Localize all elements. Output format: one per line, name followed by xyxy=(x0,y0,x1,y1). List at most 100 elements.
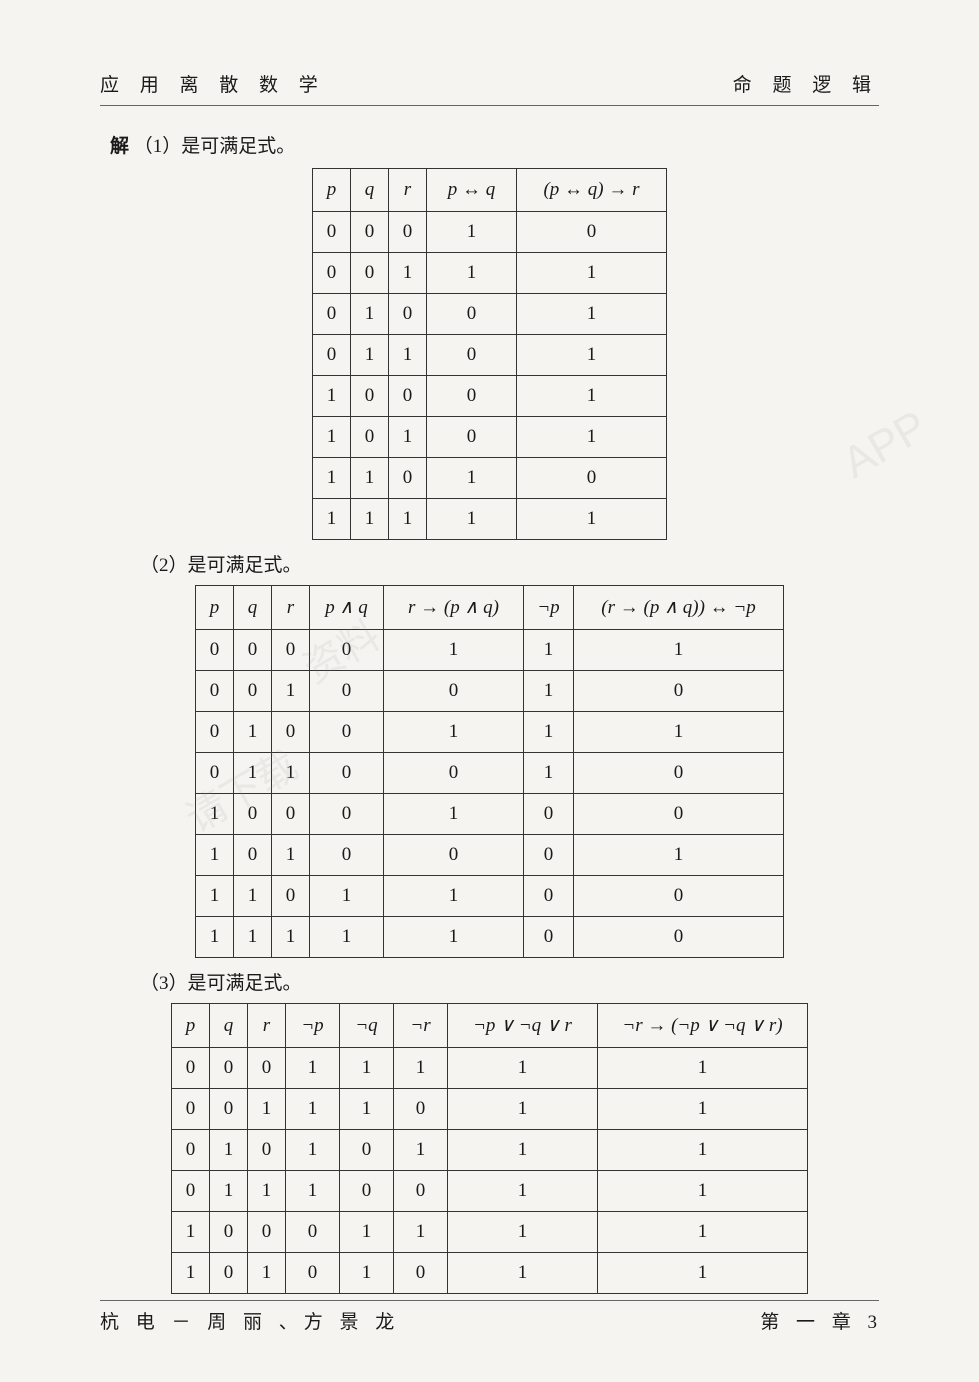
col-header: r → (p ∧ q) xyxy=(384,586,524,630)
cell: 1 xyxy=(524,753,574,794)
cell: 1 xyxy=(389,253,427,294)
table-row: 01010111 xyxy=(172,1130,808,1171)
cell: 1 xyxy=(286,1130,340,1171)
cell: 1 xyxy=(598,1130,808,1171)
col-header: ¬p ∨ ¬q ∨ r xyxy=(448,1004,598,1048)
cell: 1 xyxy=(427,253,517,294)
col-header: p xyxy=(196,586,234,630)
cell: 1 xyxy=(313,417,351,458)
cell: 1 xyxy=(210,1171,248,1212)
table-row: 10001111 xyxy=(172,1212,808,1253)
cell: 0 xyxy=(389,376,427,417)
cell: 0 xyxy=(524,835,574,876)
col-header: ¬r → (¬p ∨ ¬q ∨ r) xyxy=(598,1004,808,1048)
cell: 0 xyxy=(394,1171,448,1212)
cell: 0 xyxy=(172,1048,210,1089)
cell: 1 xyxy=(286,1089,340,1130)
cell: 1 xyxy=(517,499,667,540)
header-right: 命 题 逻 辑 xyxy=(733,70,879,97)
cell: 1 xyxy=(340,1212,394,1253)
cell: 1 xyxy=(286,1048,340,1089)
footer-right: 第 一 章 3 xyxy=(760,1307,879,1334)
watermark-app: APP xyxy=(834,401,935,488)
col-header: (p ↔ q) → r xyxy=(517,169,667,212)
cell: 1 xyxy=(517,376,667,417)
cell: 1 xyxy=(340,1089,394,1130)
cell: 0 xyxy=(427,335,517,376)
cell: 0 xyxy=(427,376,517,417)
cell: 1 xyxy=(196,794,234,835)
cell: 1 xyxy=(340,1253,394,1294)
cell: 1 xyxy=(351,294,389,335)
table-row: 00111011 xyxy=(172,1089,808,1130)
cell: 1 xyxy=(384,876,524,917)
table-row: 00011111 xyxy=(172,1048,808,1089)
table-row: 10001 xyxy=(313,376,667,417)
cell: 0 xyxy=(310,630,384,671)
cell: 0 xyxy=(272,630,310,671)
cell: 1 xyxy=(427,458,517,499)
table-header-row: p q r ¬p ¬q ¬r ¬p ∨ ¬q ∨ r ¬r → (¬p ∨ ¬q… xyxy=(172,1004,808,1048)
cell: 1 xyxy=(351,335,389,376)
cell: 0 xyxy=(524,917,574,958)
table-row: 11111 xyxy=(313,499,667,540)
cell: 1 xyxy=(598,1048,808,1089)
cell: 0 xyxy=(210,1212,248,1253)
cell: 1 xyxy=(448,1089,598,1130)
table-row: 01001 xyxy=(313,294,667,335)
col-header: r xyxy=(248,1004,286,1048)
col-header: (r → (p ∧ q)) ↔ ¬p xyxy=(574,586,784,630)
cell: 0 xyxy=(313,212,351,253)
truth-table-2: p q r p ∧ q r → (p ∧ q) ¬p (r → (p ∧ q))… xyxy=(195,585,784,958)
cell: 1 xyxy=(272,671,310,712)
cell: 0 xyxy=(310,835,384,876)
answer-label: 解 xyxy=(110,136,129,157)
cell: 0 xyxy=(574,876,784,917)
cell: 0 xyxy=(196,753,234,794)
cell: 1 xyxy=(448,1048,598,1089)
table-row: 0000111 xyxy=(196,630,784,671)
cell: 1 xyxy=(448,1171,598,1212)
cell: 0 xyxy=(286,1212,340,1253)
cell: 0 xyxy=(313,335,351,376)
table-row: 0110010 xyxy=(196,753,784,794)
cell: 1 xyxy=(196,835,234,876)
cell: 0 xyxy=(172,1171,210,1212)
cell: 0 xyxy=(389,212,427,253)
table-header-row: p q r p ∧ q r → (p ∧ q) ¬p (r → (p ∧ q))… xyxy=(196,586,784,630)
table-row: 10101011 xyxy=(172,1253,808,1294)
header-left: 应 用 离 散 数 学 xyxy=(100,70,326,97)
cell: 1 xyxy=(524,712,574,753)
cell: 0 xyxy=(234,671,272,712)
cell: 0 xyxy=(286,1253,340,1294)
cell: 0 xyxy=(384,835,524,876)
chapter-label: 第 一 章 xyxy=(760,1312,857,1333)
cell: 0 xyxy=(310,712,384,753)
col-header: p xyxy=(313,169,351,212)
col-header: ¬p xyxy=(524,586,574,630)
cell: 0 xyxy=(248,1130,286,1171)
page-header: 应 用 离 散 数 学 命 题 逻 辑 xyxy=(100,70,879,106)
cell: 0 xyxy=(340,1171,394,1212)
cell: 1 xyxy=(384,712,524,753)
cell: 1 xyxy=(351,458,389,499)
cell: 1 xyxy=(517,294,667,335)
table-row: 1000100 xyxy=(196,794,784,835)
cell: 0 xyxy=(351,212,389,253)
cell: 1 xyxy=(196,876,234,917)
cell: 0 xyxy=(394,1089,448,1130)
cell: 1 xyxy=(313,458,351,499)
cell: 1 xyxy=(517,335,667,376)
cell: 1 xyxy=(234,917,272,958)
cell: 1 xyxy=(272,917,310,958)
cell: 1 xyxy=(272,835,310,876)
cell: 0 xyxy=(310,671,384,712)
col-header: p xyxy=(172,1004,210,1048)
cell: 0 xyxy=(210,1253,248,1294)
cell: 1 xyxy=(210,1130,248,1171)
cell: 1 xyxy=(394,1048,448,1089)
cell: 0 xyxy=(196,712,234,753)
cell: 0 xyxy=(248,1212,286,1253)
cell: 0 xyxy=(517,212,667,253)
cell: 1 xyxy=(389,499,427,540)
